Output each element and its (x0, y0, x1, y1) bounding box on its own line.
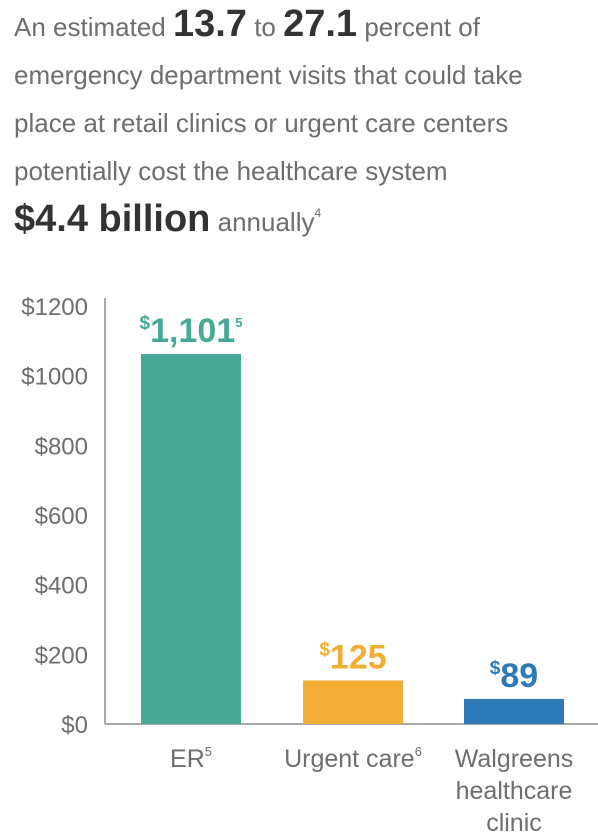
headline-prefix: An estimated (14, 12, 166, 42)
value-labels: $1,1015 $125 $89 (140, 312, 539, 695)
y-tick-label: $1200 (21, 294, 88, 321)
x-tick-label: Walgreens (455, 745, 574, 773)
headline-footnote: 4 (314, 206, 322, 220)
y-tick-label: $1000 (21, 364, 88, 391)
bar (464, 698, 564, 724)
headline-line-1: An estimated 13.7 to 27.1 percent of (14, 0, 594, 51)
headline: An estimated 13.7 to 27.1 percent of eme… (14, 0, 594, 246)
bar (141, 354, 241, 724)
y-tick-label: $200 (35, 642, 88, 669)
bar (303, 680, 403, 724)
bars (141, 354, 564, 724)
x-tick-label: clinic (486, 809, 542, 836)
y-tick-label: $0 (61, 712, 88, 739)
x-tick-label: healthcare (456, 777, 573, 805)
x-tick-label: Urgent care6 (284, 744, 422, 773)
data-label: $89 (490, 657, 538, 695)
data-label: $1,1015 (140, 312, 243, 350)
headline-line-4: potentially cost the healthcare system (14, 156, 448, 186)
y-tick-label: $600 (35, 503, 88, 530)
headline-period: annually (217, 207, 315, 237)
y-tick-label: $400 (35, 573, 88, 600)
headline-line-3: place at retail clinics or urgent care c… (14, 108, 509, 138)
y-tick-label: $800 (35, 433, 88, 460)
headline-line1-rest: percent of (364, 12, 480, 42)
headline-line-2: emergency department visits that could t… (14, 60, 523, 90)
headline-joiner: to (254, 12, 276, 42)
x-tick-label: ER5 (170, 744, 212, 773)
headline-amount: $4.4 billion (14, 198, 211, 240)
data-label: $125 (319, 638, 386, 676)
headline-low-value: 13.7 (172, 3, 247, 45)
headline-line-5: $4.4 billion annually4 (14, 195, 594, 246)
headline-high-value: 27.1 (283, 3, 358, 45)
x-axis-labels: ER5 Urgent care6 Walgreens healthcare clinic (170, 744, 573, 836)
